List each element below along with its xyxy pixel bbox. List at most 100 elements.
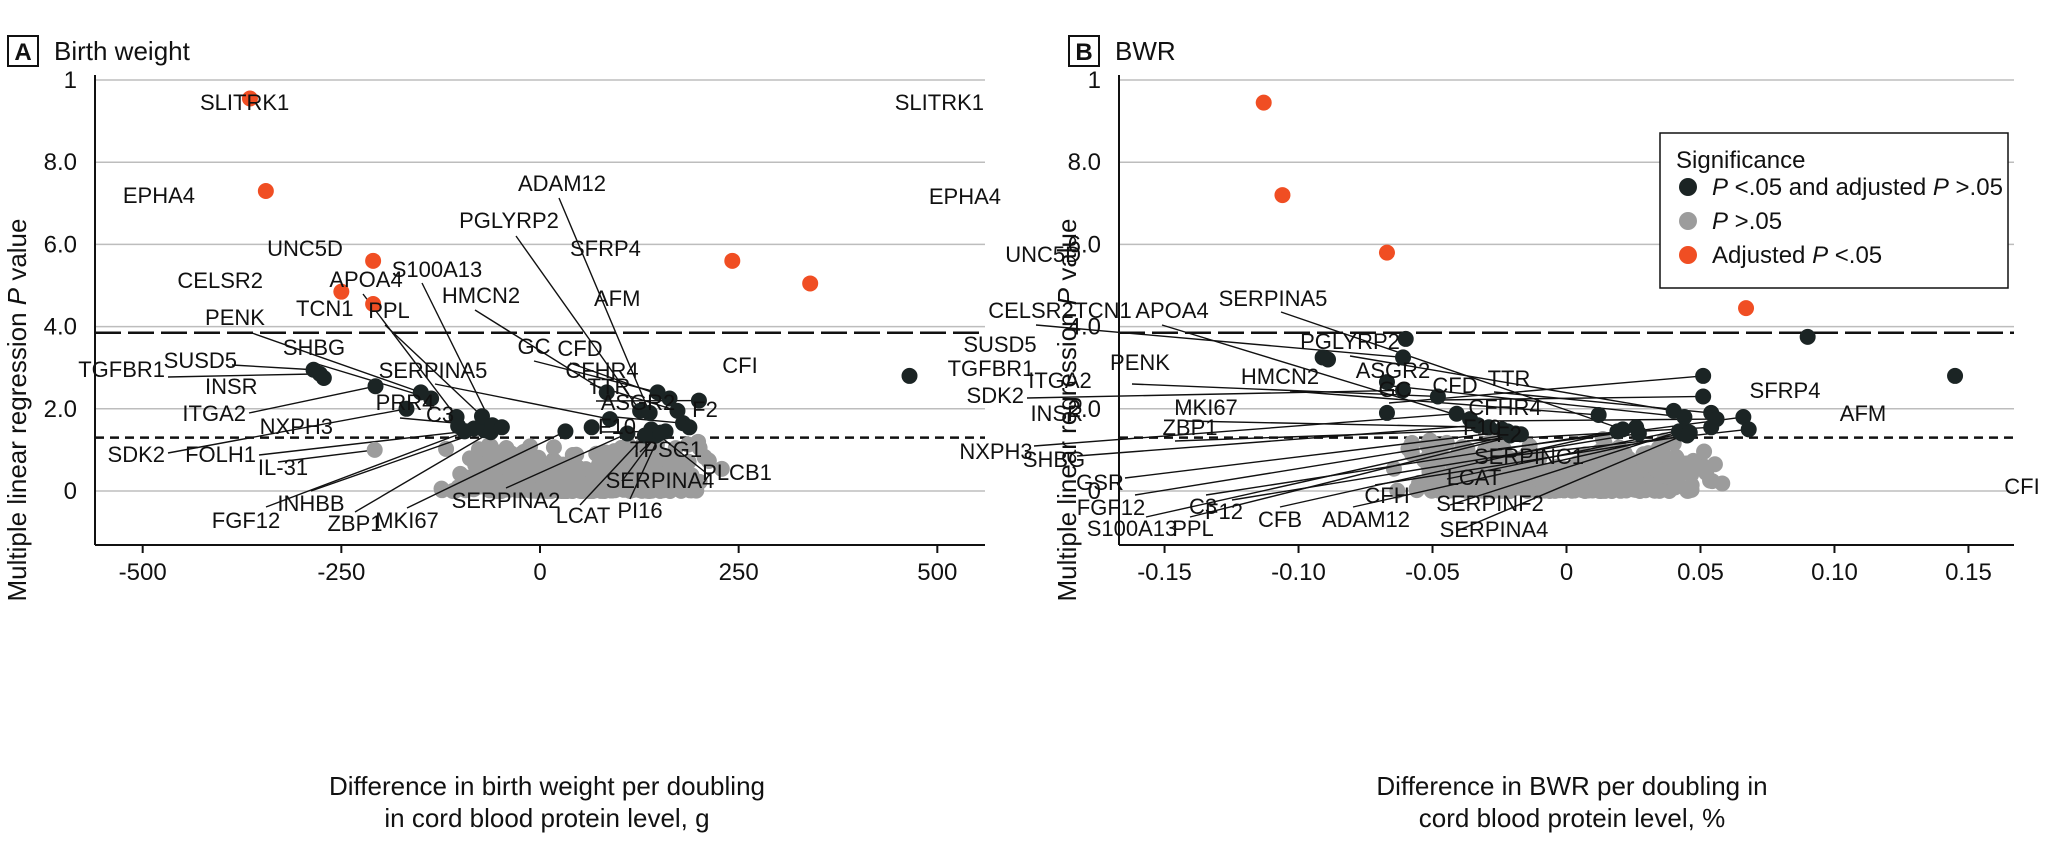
- leader-line-serpinf2: [1449, 430, 1680, 506]
- leader-line-shbg: [1076, 424, 1479, 457]
- gene-label-fgf12: FGF12: [1077, 495, 1145, 520]
- gene-label-serpinf2: SERPINF2: [1436, 491, 1544, 516]
- nonsignificant-point: [615, 481, 632, 498]
- panel-b-ticks: 0 2.0 4.0 6.0 8.0 1 -0.15 -0.10 -0.05 0 0.05 0.10 0.…: [1068, 67, 1992, 586]
- point-cfi: [1947, 367, 1964, 384]
- leader-line-folh1: [258, 430, 465, 456]
- nonsignificant-point: [1648, 461, 1665, 478]
- point-shbg: [1470, 417, 1487, 434]
- panel-a-ylabel-p: P: [2, 287, 32, 305]
- panel-b-letter-box: [1068, 35, 1100, 67]
- gene-label-nxph3: NXPH3: [260, 414, 333, 439]
- point-sfrp4: [1738, 300, 1755, 317]
- nonsignificant-point: [470, 441, 487, 458]
- x-tick-label: -500: [119, 559, 167, 586]
- nonsignificant-point: [1634, 481, 1651, 498]
- panel-a-leader-lines: [167, 197, 711, 513]
- point-f2: [681, 419, 698, 436]
- point-celsr2: [333, 283, 350, 300]
- gene-label-ttr: TTR: [588, 374, 631, 399]
- nonsignificant-point: [1698, 464, 1715, 481]
- leader-line-serpina4: [1456, 431, 1691, 532]
- gene-label-unc5d: UNC5D: [267, 236, 343, 261]
- gene-label-afm: AFM: [1840, 401, 1886, 426]
- point-tgfbr1: [1320, 351, 1337, 368]
- point-lcat: [636, 427, 653, 444]
- leader-line-fgf12: [1134, 432, 1516, 496]
- nonsignificant-point: [593, 445, 610, 462]
- gene-label-pglyrp2: PGLYRP2: [459, 208, 559, 233]
- gene-label-inhbb: INHBB: [277, 491, 344, 516]
- gene-label-hmcn2: HMCN2: [442, 283, 520, 308]
- leader-line-f12: [1231, 432, 1639, 501]
- x-tick-label: -0.05: [1405, 559, 1460, 586]
- panel-a-points: [241, 90, 918, 458]
- x-tick-label: 500: [917, 559, 957, 586]
- gene-label-unc5d: UNC5D: [1005, 242, 1081, 267]
- nonsignificant-point: [538, 482, 555, 499]
- panel-b-y-axis-title: Multiple linear regression P value: [1052, 219, 1082, 602]
- nonsignificant-point: [1637, 450, 1654, 467]
- y-tick-label: 2.0: [44, 396, 77, 423]
- point-cfd: [1695, 388, 1712, 405]
- leader-line-penk: [251, 332, 422, 394]
- gene-label-cfi: CFI: [722, 353, 757, 378]
- point-ppl: [473, 408, 490, 425]
- panel-a-letter: A: [14, 39, 31, 66]
- gene-label-cfd: CFD: [1432, 373, 1477, 398]
- gene-label-cfb: CFB: [1258, 507, 1302, 532]
- leader-line-serpina2: [505, 432, 628, 489]
- x-tick-label: -250: [317, 559, 365, 586]
- gene-label-tcn1: TCN1: [1074, 298, 1131, 323]
- gene-label-f10: F10: [1463, 415, 1501, 440]
- leader-line-mki67: [1185, 420, 1489, 428]
- gene-label-prr4: PRR4: [376, 390, 435, 415]
- legend-label-red: Adjusted P <.05: [1712, 242, 1882, 269]
- gene-label-susd5: SUSD5: [164, 348, 237, 373]
- gene-label-adam12: ADAM12: [518, 171, 606, 196]
- point-f2: [1735, 409, 1752, 426]
- gene-label-mki67: MKI67: [1174, 395, 1238, 420]
- point-penk: [1429, 388, 1446, 405]
- gene-label-pglyrp2: PGLYRP2: [1300, 329, 1400, 354]
- gene-label-mki67: MKI67: [375, 508, 439, 533]
- nonsignificant-point: [1650, 447, 1667, 464]
- leader-line-mki67: [406, 430, 566, 509]
- gene-label-serpina4: SERPINA4: [1440, 517, 1549, 542]
- gene-label-cfd: CFD: [557, 336, 602, 361]
- leader-line-fgf12: [265, 427, 475, 508]
- nonsignificant-point: [1667, 479, 1684, 496]
- point-celsr2: [1395, 349, 1412, 366]
- panel-b-gray-point-cloud: [1385, 431, 1731, 499]
- panel-b-ylabel-part2: value: [1052, 219, 1082, 288]
- nonsignificant-point: [1573, 479, 1590, 496]
- point-cfhr4: [669, 402, 686, 419]
- nonsignificant-point: [1389, 482, 1406, 499]
- gene-label-serpina5: SERPINA5: [379, 358, 488, 383]
- gene-label-pi16: PI16: [617, 498, 662, 523]
- nonsignificant-point: [1519, 482, 1536, 499]
- nonsignificant-point: [665, 458, 682, 475]
- gene-label-sdk2: SDK2: [967, 383, 1024, 408]
- gene-label-asgr2: ASGR2: [1356, 358, 1431, 383]
- leader-line-il-31: [277, 449, 375, 463]
- nonsignificant-point: [1508, 455, 1525, 472]
- panel-a-gray-point-cloud: [433, 433, 730, 499]
- gene-label-penk: PENK: [1110, 350, 1170, 375]
- gene-label-insr: INSR: [1030, 401, 1083, 426]
- panel-b-leader-lines: [1026, 311, 1749, 532]
- nonsignificant-point: [514, 453, 531, 470]
- gene-label-il-31: IL-31: [258, 455, 308, 480]
- legend-box: [1659, 132, 2009, 289]
- nonsignificant-point: [1618, 482, 1635, 499]
- gene-label-cfhr4: CFHR4: [565, 358, 638, 383]
- nonsignificant-point: [644, 481, 661, 498]
- x-tick-label: 0.05: [1677, 559, 1724, 586]
- point-sdk2: [398, 400, 415, 417]
- gene-label-gsr: GSR: [1076, 470, 1124, 495]
- nonsignificant-point: [1615, 469, 1632, 486]
- point-slitrk1: [241, 90, 258, 107]
- point-f10: [1703, 419, 1720, 436]
- nonsignificant-point: [713, 460, 730, 477]
- point-gc: [649, 384, 666, 401]
